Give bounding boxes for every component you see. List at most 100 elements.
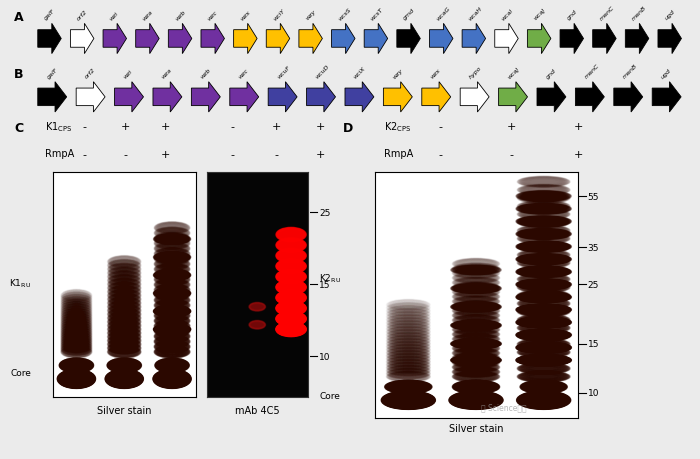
Ellipse shape — [113, 361, 136, 369]
Ellipse shape — [524, 276, 564, 283]
Ellipse shape — [155, 248, 189, 260]
FancyArrow shape — [201, 24, 225, 55]
Ellipse shape — [524, 382, 563, 392]
Ellipse shape — [522, 256, 566, 264]
Ellipse shape — [276, 228, 307, 242]
Ellipse shape — [159, 317, 186, 325]
Ellipse shape — [516, 229, 571, 240]
Ellipse shape — [454, 393, 498, 408]
Ellipse shape — [155, 289, 188, 298]
Ellipse shape — [61, 318, 92, 330]
Ellipse shape — [63, 374, 90, 385]
Ellipse shape — [59, 370, 94, 388]
Ellipse shape — [456, 264, 496, 273]
Ellipse shape — [277, 240, 304, 252]
Ellipse shape — [456, 330, 496, 339]
Ellipse shape — [454, 321, 498, 330]
Ellipse shape — [62, 344, 90, 355]
Ellipse shape — [456, 267, 496, 274]
Ellipse shape — [158, 254, 186, 261]
Ellipse shape — [154, 270, 190, 281]
Ellipse shape — [159, 271, 186, 279]
Ellipse shape — [453, 393, 499, 408]
Ellipse shape — [388, 354, 429, 364]
Ellipse shape — [111, 344, 137, 353]
Ellipse shape — [457, 312, 495, 320]
Ellipse shape — [280, 262, 302, 271]
Ellipse shape — [520, 178, 568, 187]
Ellipse shape — [157, 280, 187, 290]
Ellipse shape — [522, 344, 566, 352]
Ellipse shape — [453, 315, 499, 326]
Ellipse shape — [519, 293, 568, 302]
Ellipse shape — [387, 336, 430, 347]
Ellipse shape — [457, 354, 495, 362]
Ellipse shape — [458, 345, 493, 353]
Ellipse shape — [157, 254, 188, 264]
Ellipse shape — [517, 217, 570, 227]
Ellipse shape — [155, 300, 190, 312]
Ellipse shape — [277, 250, 304, 262]
Ellipse shape — [523, 269, 564, 276]
Ellipse shape — [155, 280, 189, 291]
Ellipse shape — [457, 340, 495, 348]
Ellipse shape — [456, 322, 497, 330]
Ellipse shape — [61, 302, 92, 313]
Ellipse shape — [389, 369, 428, 378]
Ellipse shape — [107, 371, 141, 387]
Ellipse shape — [109, 372, 139, 386]
Ellipse shape — [517, 317, 571, 328]
Ellipse shape — [60, 359, 92, 372]
Ellipse shape — [521, 331, 567, 341]
Ellipse shape — [456, 303, 496, 311]
Ellipse shape — [524, 395, 563, 406]
Ellipse shape — [277, 291, 305, 304]
Ellipse shape — [517, 292, 571, 303]
FancyArrow shape — [422, 83, 451, 113]
Text: 15: 15 — [588, 340, 599, 348]
Ellipse shape — [279, 272, 304, 282]
Ellipse shape — [521, 344, 566, 352]
Ellipse shape — [279, 282, 304, 293]
Text: 10: 10 — [319, 352, 331, 361]
Ellipse shape — [108, 371, 141, 387]
Ellipse shape — [454, 266, 498, 275]
Ellipse shape — [522, 348, 566, 357]
Ellipse shape — [524, 269, 564, 276]
Ellipse shape — [458, 323, 493, 329]
Ellipse shape — [110, 284, 139, 293]
Ellipse shape — [455, 394, 497, 407]
FancyArrow shape — [345, 83, 374, 113]
Ellipse shape — [280, 325, 302, 334]
Ellipse shape — [61, 332, 92, 344]
Ellipse shape — [520, 242, 568, 252]
Ellipse shape — [108, 279, 141, 291]
Text: -: - — [83, 150, 87, 160]
Ellipse shape — [63, 326, 90, 336]
Ellipse shape — [520, 280, 568, 290]
Ellipse shape — [452, 339, 500, 349]
Ellipse shape — [523, 206, 564, 213]
Ellipse shape — [105, 369, 144, 389]
Ellipse shape — [522, 205, 565, 213]
Ellipse shape — [457, 335, 495, 343]
Ellipse shape — [157, 229, 187, 238]
Ellipse shape — [108, 371, 141, 387]
Ellipse shape — [454, 356, 498, 364]
Ellipse shape — [382, 392, 434, 409]
Ellipse shape — [523, 219, 564, 227]
Ellipse shape — [519, 267, 569, 277]
Ellipse shape — [452, 291, 500, 302]
Ellipse shape — [62, 327, 92, 339]
Ellipse shape — [158, 307, 186, 315]
Ellipse shape — [522, 356, 566, 364]
Ellipse shape — [158, 270, 186, 279]
Ellipse shape — [63, 360, 90, 370]
Ellipse shape — [386, 324, 430, 335]
Ellipse shape — [521, 393, 566, 408]
Ellipse shape — [521, 194, 567, 203]
Ellipse shape — [386, 356, 430, 368]
Ellipse shape — [111, 280, 138, 289]
Ellipse shape — [519, 255, 568, 264]
Ellipse shape — [519, 255, 568, 264]
